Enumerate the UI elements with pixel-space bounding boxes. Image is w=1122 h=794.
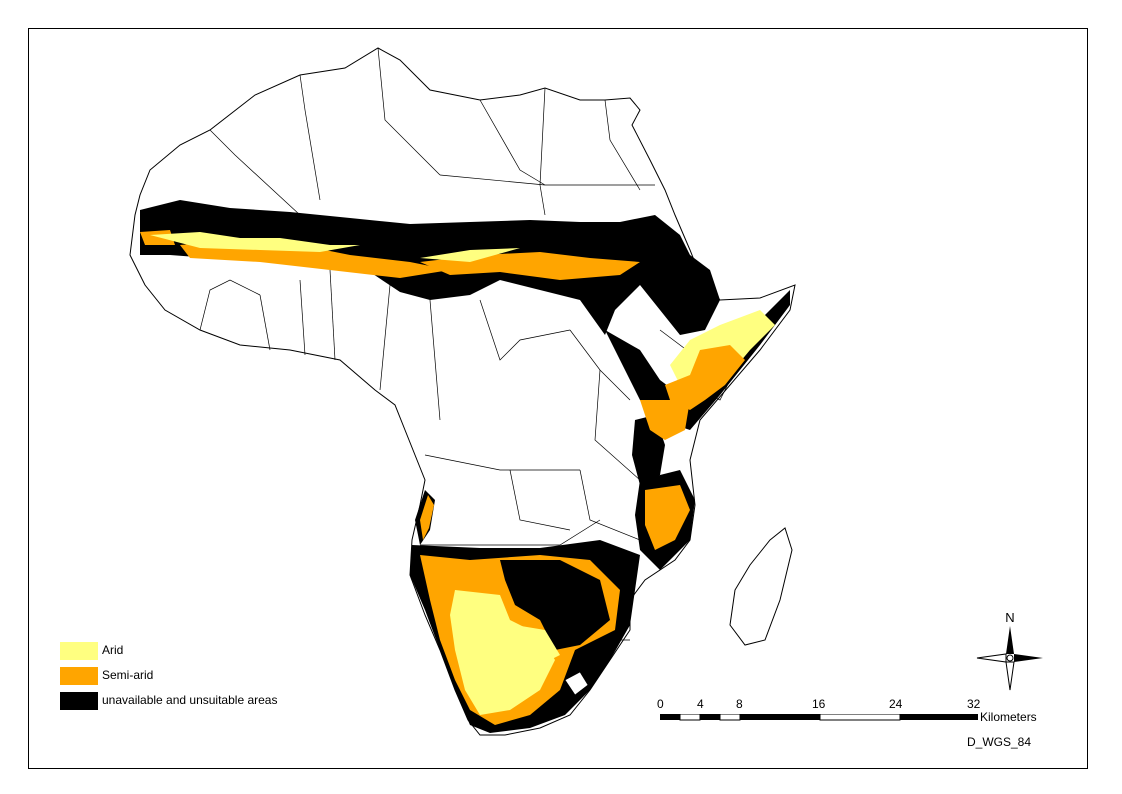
semi-arid-namibia-coast <box>420 495 434 540</box>
scale-unit: Kilometers <box>980 710 1037 724</box>
legend-label-unavailable: unavailable and unsuitable areas <box>102 693 278 707</box>
unavailable-horn <box>605 290 790 430</box>
madagascar-island <box>729 527 793 646</box>
arid-kalahari <box>515 625 560 665</box>
scale-tick-16: 16 <box>812 697 826 711</box>
sahel-arid <box>150 232 520 262</box>
lesotho <box>564 671 589 696</box>
semi-arid-swatch <box>60 667 98 685</box>
north-arrow: N <box>976 610 1043 691</box>
scale-tick-24: 24 <box>889 697 903 711</box>
semi-arid-mozambique <box>645 485 690 550</box>
scale-tick-32: 32 <box>967 697 981 711</box>
scale-tick-0: 0 <box>657 697 664 711</box>
datum-label: D_WGS_84 <box>967 735 1032 749</box>
scale-tick-4: 4 <box>697 697 704 711</box>
arid-swatch <box>60 642 98 660</box>
legend-label-arid: Arid <box>102 643 124 657</box>
scale-bar-graphic <box>660 714 978 721</box>
unavailable-swatch <box>60 692 98 710</box>
scale-bar: 0 4 8 16 24 32 Kilometers <box>657 697 1080 737</box>
arid-southern <box>450 590 555 715</box>
unavailable-botswana <box>500 560 610 650</box>
scale-tick-8: 8 <box>736 697 743 711</box>
semi-arid-horn <box>665 345 745 410</box>
map-frame <box>28 28 1088 769</box>
legend-label-semi-arid: Semi-arid <box>102 668 154 682</box>
semi-arid-east <box>640 400 690 440</box>
north-label: N <box>1005 610 1014 625</box>
